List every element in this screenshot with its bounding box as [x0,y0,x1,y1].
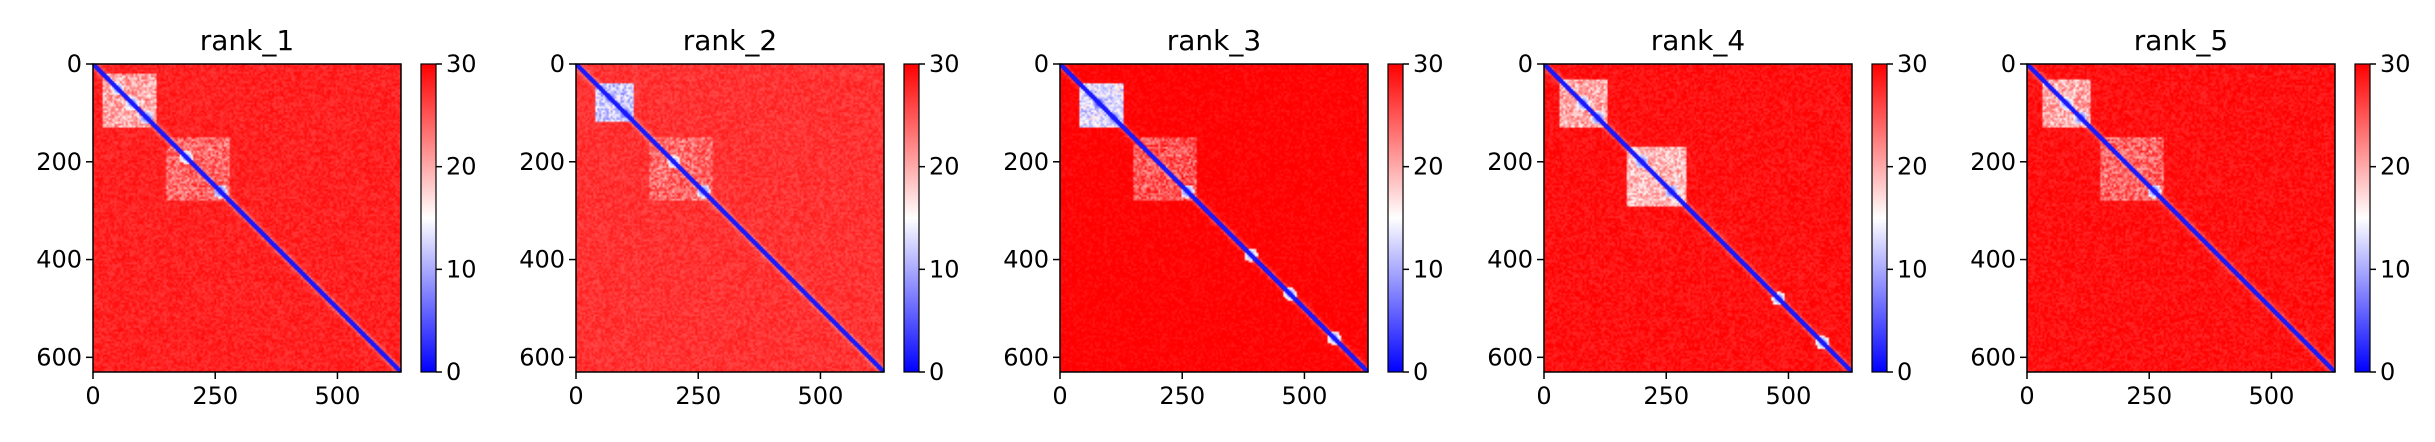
y-tick-label: 200 [36,148,82,176]
colorbar-tick-label: 10 [929,255,960,283]
x-tick-label: 250 [2126,382,2172,410]
colorbar-tick-label: 20 [446,153,477,181]
x-tick-label: 0 [2019,382,2034,410]
chart-title: rank_3 [1167,24,1261,57]
x-tick-label: 0 [568,382,583,410]
colorbar-tick-label: 30 [1413,50,1444,78]
x-tick-label: 500 [2249,382,2295,410]
x-tick-label: 500 [1282,382,1328,410]
x-tick-label: 250 [1159,382,1205,410]
y-tick-label: 200 [1970,148,2016,176]
y-tick-label: 0 [550,50,565,78]
colorbar [1871,63,1888,373]
colorbar [2354,63,2371,373]
chart-title: rank_5 [2134,24,2228,57]
colorbar-tick-label: 0 [929,358,944,386]
colorbar-tick-label: 0 [1413,358,1428,386]
y-tick-label: 600 [1003,343,1049,371]
plot-frame [1543,63,1853,373]
y-tick-label: 0 [1518,50,1533,78]
colorbar-tick-label: 30 [446,50,477,78]
diagonal-line [1542,62,1854,374]
y-tick-label: 400 [1487,246,1533,274]
colorbar-tick-label: 10 [1413,255,1444,283]
colorbar [903,63,920,373]
y-tick-label: 200 [519,148,565,176]
colorbar-tick-label: 0 [446,358,461,386]
colorbar-tick-label: 10 [446,255,477,283]
diagonal-line [1058,62,1370,374]
x-tick-label: 500 [1766,382,1812,410]
y-tick-label: 400 [519,246,565,274]
colorbar-tick-label: 0 [2380,358,2395,386]
colorbar-tick-label: 10 [1897,255,1928,283]
y-tick-label: 600 [1970,343,2016,371]
x-tick-label: 0 [1536,382,1551,410]
x-tick-label: 250 [675,382,721,410]
colorbar-tick-label: 10 [2380,255,2411,283]
y-tick-label: 200 [1487,148,1533,176]
x-tick-label: 250 [1643,382,1689,410]
y-tick-label: 600 [36,343,82,371]
y-tick-label: 0 [1034,50,1049,78]
chart-title: rank_1 [200,24,294,57]
y-tick-label: 0 [67,50,82,78]
colorbar-tick-label: 30 [1897,50,1928,78]
y-tick-label: 400 [36,246,82,274]
chart-title: rank_2 [683,24,777,57]
y-tick-label: 600 [1487,343,1533,371]
diagonal-line [574,62,886,374]
y-tick-label: 0 [2001,50,2016,78]
x-tick-label: 500 [798,382,844,410]
x-tick-label: 250 [192,382,238,410]
x-tick-label: 500 [315,382,361,410]
diagonal-line [91,62,403,374]
plot-frame [1059,63,1369,373]
y-tick-label: 600 [519,343,565,371]
colorbar [420,63,437,373]
colorbar-tick-label: 30 [929,50,960,78]
plot-frame [2026,63,2336,373]
colorbar-tick-label: 20 [929,153,960,181]
plot-frame [92,63,402,373]
plot-frame [575,63,885,373]
x-tick-label: 0 [1052,382,1067,410]
colorbar [1387,63,1404,373]
y-tick-label: 400 [1970,246,2016,274]
chart-title: rank_4 [1651,24,1745,57]
x-tick-label: 0 [85,382,100,410]
diagonal-line [2025,62,2337,374]
y-tick-label: 200 [1003,148,1049,176]
colorbar-tick-label: 20 [2380,153,2411,181]
colorbar-tick-label: 20 [1413,153,1444,181]
colorbar-tick-label: 20 [1897,153,1928,181]
colorbar-tick-label: 30 [2380,50,2411,78]
y-tick-label: 400 [1003,246,1049,274]
colorbar-tick-label: 0 [1897,358,1912,386]
